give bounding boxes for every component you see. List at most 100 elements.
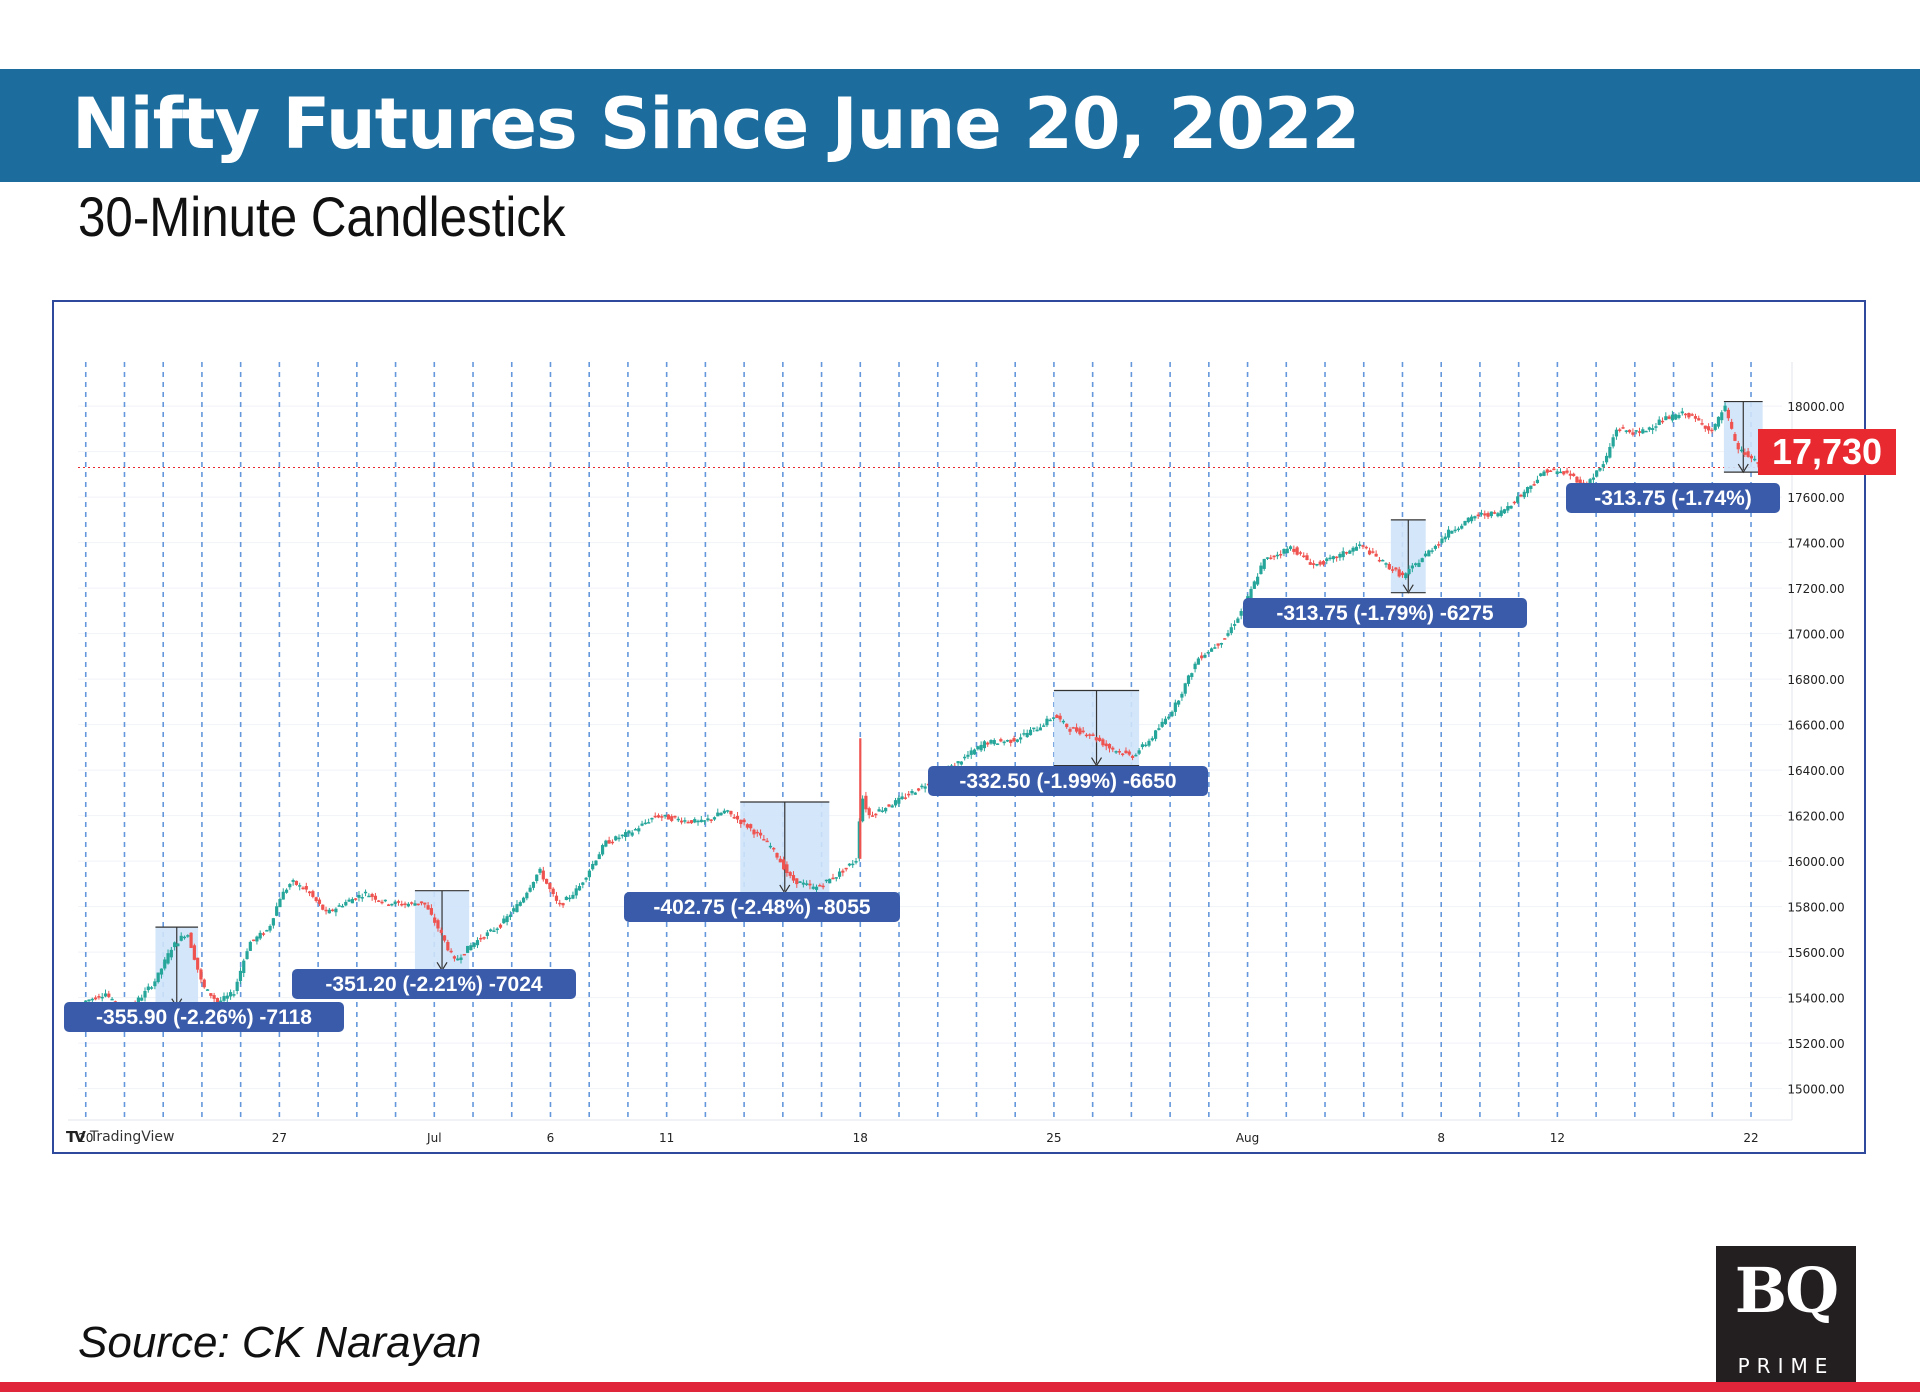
- candle-body: [1519, 494, 1523, 497]
- candle-body: [1121, 753, 1125, 756]
- candle-body: [301, 887, 305, 890]
- candle-body: [419, 901, 424, 904]
- candle-body: [472, 942, 476, 947]
- candle-body: [1068, 728, 1072, 732]
- candle-body: [561, 903, 565, 906]
- candle-body: [679, 820, 684, 823]
- candle-body: [982, 741, 987, 749]
- candle-body: [798, 881, 802, 883]
- candle-body: [884, 807, 888, 812]
- candle-body: [107, 993, 111, 997]
- candle-body: [1101, 739, 1105, 746]
- candle-body: [729, 810, 733, 815]
- candle-body: [643, 822, 647, 825]
- candle-body: [311, 891, 315, 897]
- candle-body: [600, 845, 605, 855]
- candle-body: [1335, 556, 1339, 559]
- candle-body: [758, 832, 763, 836]
- candle-body: [594, 860, 598, 866]
- title-banner: Nifty Futures Since June 20, 2022: [0, 69, 1920, 182]
- candle-body: [1664, 416, 1668, 421]
- candle-body: [1604, 455, 1609, 463]
- candle-body: [1170, 711, 1174, 717]
- candle-body: [624, 832, 628, 838]
- candle-body: [837, 871, 842, 877]
- candle-body: [1647, 427, 1651, 430]
- x-tick-label: Jul: [426, 1131, 441, 1145]
- candle-body: [354, 898, 358, 900]
- candle-body: [1137, 750, 1141, 754]
- candle-body: [149, 987, 154, 989]
- candle-body: [564, 896, 568, 901]
- candle-body: [1736, 442, 1740, 450]
- candle-body: [215, 998, 220, 1003]
- candle-body: [640, 823, 644, 826]
- candle-body: [755, 831, 759, 834]
- candle-body: [465, 945, 470, 953]
- candle-body: [406, 903, 410, 907]
- candle-body: [1611, 437, 1615, 447]
- candle-body: [334, 908, 338, 913]
- y-tick-label: 17400.00: [1787, 537, 1844, 551]
- candle-body: [1703, 425, 1707, 429]
- candle-body: [1348, 550, 1352, 554]
- candle-body: [442, 935, 447, 941]
- candle-body: [1295, 547, 1299, 555]
- candle-body: [1074, 727, 1079, 732]
- candle-body: [1305, 555, 1309, 561]
- candle-body: [703, 820, 707, 822]
- candle-body: [1657, 419, 1661, 425]
- candle-body: [1344, 552, 1349, 554]
- candle-body: [861, 798, 865, 822]
- candle-body: [340, 905, 345, 908]
- candle-body: [1473, 516, 1477, 519]
- candle-body: [818, 885, 822, 887]
- candle-body: [1476, 514, 1480, 517]
- candle-body: [386, 904, 391, 906]
- candle-body: [1437, 544, 1441, 546]
- candle-body: [614, 836, 618, 841]
- candle-body: [1213, 647, 1217, 649]
- y-tick-label: 16400.00: [1787, 764, 1844, 778]
- candle-body: [1456, 528, 1461, 531]
- candle-body: [429, 908, 433, 915]
- candle-body: [903, 797, 908, 799]
- candle-body: [423, 902, 427, 905]
- candle-body: [212, 995, 216, 999]
- candle-body: [1058, 715, 1062, 720]
- candle-body: [87, 999, 91, 1002]
- candle-body: [1463, 520, 1467, 526]
- candle-body: [890, 805, 894, 808]
- candle-body: [518, 902, 522, 906]
- candle-body: [275, 906, 279, 916]
- candle-body: [1644, 430, 1648, 433]
- candle-body: [1065, 723, 1069, 728]
- candle-body: [1654, 426, 1658, 428]
- candle-body: [327, 909, 331, 914]
- candle-body: [673, 815, 677, 818]
- candle-body: [360, 897, 364, 899]
- candle-body: [186, 935, 190, 937]
- candle-body: [765, 840, 769, 843]
- bq-prime-logo: BQ PRIME: [1716, 1246, 1856, 1392]
- candle-body: [1144, 744, 1148, 747]
- candle-body: [1746, 451, 1750, 457]
- logo-prime-text: PRIME: [1737, 1354, 1835, 1378]
- candle-body: [521, 897, 526, 903]
- candle-body: [380, 901, 384, 904]
- drawdown-label-box: [928, 766, 1208, 796]
- x-tick-label: 25: [1046, 1131, 1061, 1145]
- candle-body: [870, 815, 875, 817]
- candle-body: [1180, 693, 1184, 698]
- candle-body: [877, 809, 881, 812]
- y-tick-label: 17600.00: [1787, 491, 1844, 505]
- candle-body: [907, 793, 911, 796]
- candle-body: [396, 901, 401, 903]
- candle-body: [1091, 734, 1095, 736]
- candle-body: [1381, 559, 1385, 562]
- candle-body: [1628, 429, 1632, 433]
- candle-body: [1397, 569, 1401, 577]
- candle-body: [1552, 468, 1556, 471]
- candle-body: [1302, 555, 1306, 558]
- y-tick-label: 16600.00: [1787, 719, 1844, 733]
